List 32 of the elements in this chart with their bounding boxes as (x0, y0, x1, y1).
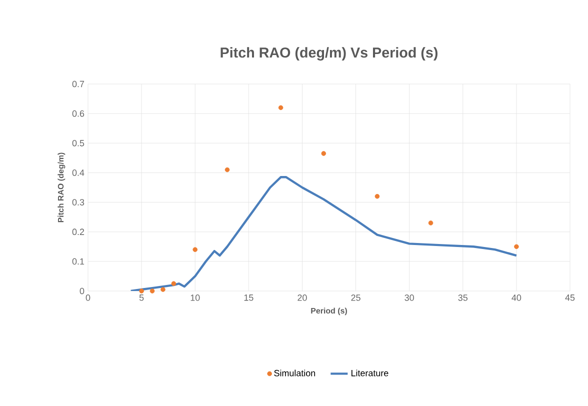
point (224, 167, 230, 172)
x-tick-label: 20 (298, 294, 307, 301)
point (428, 220, 434, 226)
point (514, 244, 519, 250)
x-tick-label: 15 (244, 294, 254, 301)
legend-label: Simulation (274, 370, 316, 376)
y-tick-label: 0.7 (72, 80, 84, 88)
legend-label: Literature (351, 370, 388, 376)
chart-title: Pitch RAO (deg/m) Vs Period (s) (220, 47, 438, 61)
point (192, 247, 198, 252)
x-tick-label: 30 (404, 294, 414, 301)
x-tick-label: 35 (458, 294, 468, 301)
y-tick-label: 0.6 (72, 110, 84, 117)
x-tick-label: 25 (351, 294, 360, 301)
x-tick-label: 40 (512, 294, 522, 301)
point (150, 288, 155, 294)
x-tick-label: 45 (565, 294, 575, 301)
y-tick-label: 0.2 (72, 228, 84, 236)
y-tick-label: 0 (80, 288, 84, 294)
point (160, 287, 166, 292)
point (278, 105, 284, 110)
y-tick-label: 0.5 (72, 140, 84, 146)
x-tick-label: 10 (190, 294, 200, 301)
y-tick-label: 0.4 (72, 170, 84, 176)
y-tick-label: 0.1 (72, 258, 84, 265)
point (321, 151, 326, 156)
x-tick-label: 5 (139, 294, 144, 301)
point (139, 288, 144, 294)
point (374, 194, 380, 199)
point (171, 281, 176, 286)
x-tick-label: 0 (86, 294, 90, 301)
y-tick-label: 0.3 (72, 199, 84, 206)
